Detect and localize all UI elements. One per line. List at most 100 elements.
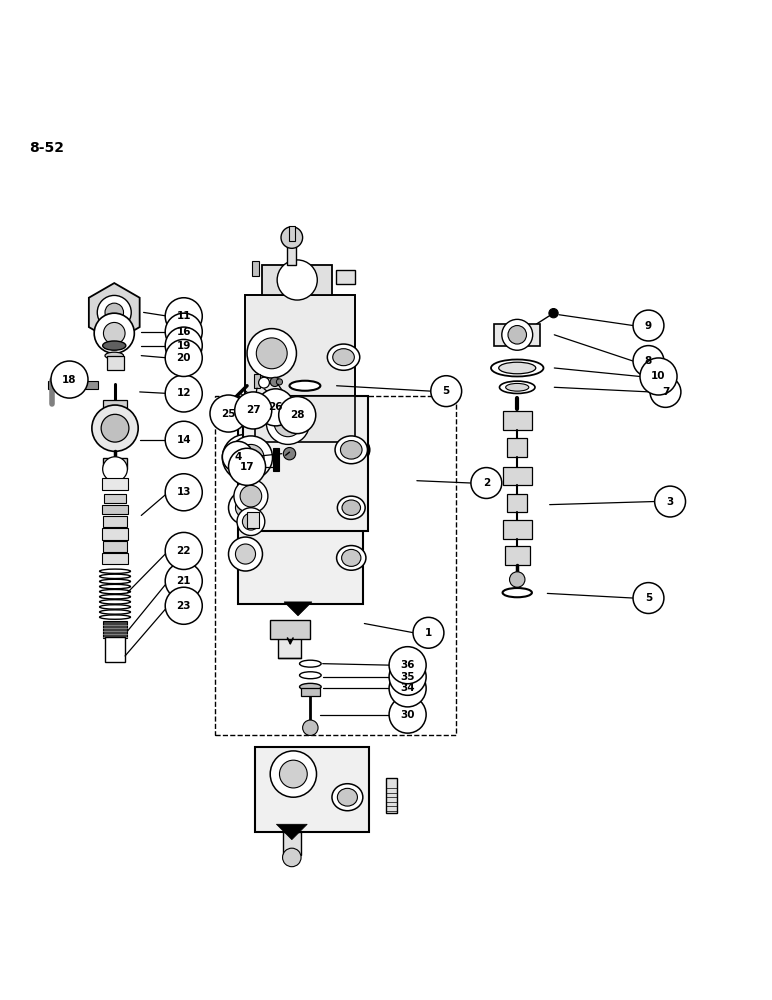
Bar: [252, 261, 259, 276]
Text: 34: 34: [401, 683, 415, 693]
Circle shape: [232, 444, 259, 471]
Text: 11: 11: [177, 311, 191, 321]
Bar: [245, 295, 355, 400]
Ellipse shape: [342, 500, 361, 515]
Polygon shape: [284, 602, 312, 616]
Bar: [507, 494, 527, 512]
Circle shape: [431, 376, 462, 407]
Circle shape: [549, 309, 558, 318]
Circle shape: [229, 448, 266, 485]
Circle shape: [222, 434, 269, 481]
Ellipse shape: [506, 383, 529, 391]
Text: 12: 12: [177, 388, 191, 398]
Bar: [301, 688, 320, 696]
Bar: [103, 458, 127, 469]
Ellipse shape: [290, 381, 320, 391]
Circle shape: [235, 544, 256, 564]
Circle shape: [237, 508, 265, 536]
Circle shape: [97, 295, 131, 329]
Circle shape: [270, 751, 317, 797]
Circle shape: [165, 313, 202, 350]
Text: 8: 8: [645, 356, 652, 366]
Circle shape: [165, 298, 202, 335]
Circle shape: [389, 670, 426, 707]
Text: 4: 4: [234, 452, 242, 462]
Text: 28: 28: [290, 410, 304, 420]
Circle shape: [94, 313, 134, 353]
Text: 27: 27: [246, 405, 260, 415]
Bar: [255, 396, 355, 442]
Circle shape: [502, 319, 533, 350]
Text: 25: 25: [222, 409, 235, 419]
Circle shape: [389, 658, 426, 695]
Ellipse shape: [333, 349, 354, 366]
Ellipse shape: [300, 672, 321, 679]
Circle shape: [650, 376, 681, 407]
Text: 9: 9: [645, 321, 652, 331]
Circle shape: [103, 322, 125, 344]
Bar: [503, 520, 532, 539]
Circle shape: [165, 532, 202, 569]
Circle shape: [256, 338, 287, 369]
Bar: [103, 516, 127, 527]
Bar: [102, 528, 128, 540]
Text: 16: 16: [177, 327, 191, 337]
Bar: [103, 621, 127, 638]
Bar: [107, 356, 124, 370]
Bar: [102, 505, 128, 514]
Text: 30: 30: [401, 710, 415, 720]
Ellipse shape: [337, 496, 365, 519]
Bar: [283, 832, 301, 855]
Circle shape: [279, 397, 316, 434]
Circle shape: [471, 468, 502, 498]
Bar: [386, 778, 397, 813]
Circle shape: [229, 537, 262, 571]
Bar: [503, 411, 532, 430]
Ellipse shape: [499, 381, 535, 393]
Text: 8-52: 8-52: [29, 141, 64, 155]
Ellipse shape: [341, 549, 361, 566]
Circle shape: [229, 491, 262, 525]
Circle shape: [234, 479, 268, 513]
Circle shape: [222, 441, 253, 472]
Ellipse shape: [327, 344, 360, 370]
Bar: [336, 270, 355, 284]
Ellipse shape: [333, 435, 370, 464]
Bar: [102, 478, 128, 490]
Circle shape: [640, 358, 677, 395]
Circle shape: [633, 346, 664, 376]
Bar: [505, 546, 530, 565]
Circle shape: [276, 379, 283, 385]
Circle shape: [303, 720, 318, 735]
Circle shape: [281, 227, 303, 248]
Circle shape: [165, 563, 202, 600]
Circle shape: [235, 392, 272, 429]
Circle shape: [259, 377, 269, 388]
Ellipse shape: [332, 784, 363, 811]
Circle shape: [210, 395, 247, 432]
Ellipse shape: [103, 341, 126, 350]
Text: 7: 7: [662, 387, 669, 397]
Circle shape: [279, 760, 307, 788]
Circle shape: [277, 260, 317, 300]
Text: 13: 13: [177, 487, 191, 497]
Text: 3: 3: [666, 497, 674, 507]
Text: 14: 14: [177, 435, 191, 445]
Bar: [287, 241, 296, 265]
Circle shape: [240, 485, 262, 507]
Circle shape: [413, 617, 444, 648]
Circle shape: [655, 486, 686, 517]
Ellipse shape: [300, 660, 321, 667]
Circle shape: [92, 405, 138, 451]
Circle shape: [51, 361, 88, 398]
Text: 35: 35: [401, 672, 415, 682]
Ellipse shape: [503, 588, 532, 597]
Text: 2: 2: [482, 478, 490, 488]
Ellipse shape: [335, 436, 367, 464]
Bar: [48, 381, 98, 389]
Ellipse shape: [300, 683, 321, 690]
Bar: [270, 620, 310, 639]
Ellipse shape: [337, 788, 357, 806]
Bar: [503, 467, 532, 485]
Circle shape: [242, 513, 259, 530]
